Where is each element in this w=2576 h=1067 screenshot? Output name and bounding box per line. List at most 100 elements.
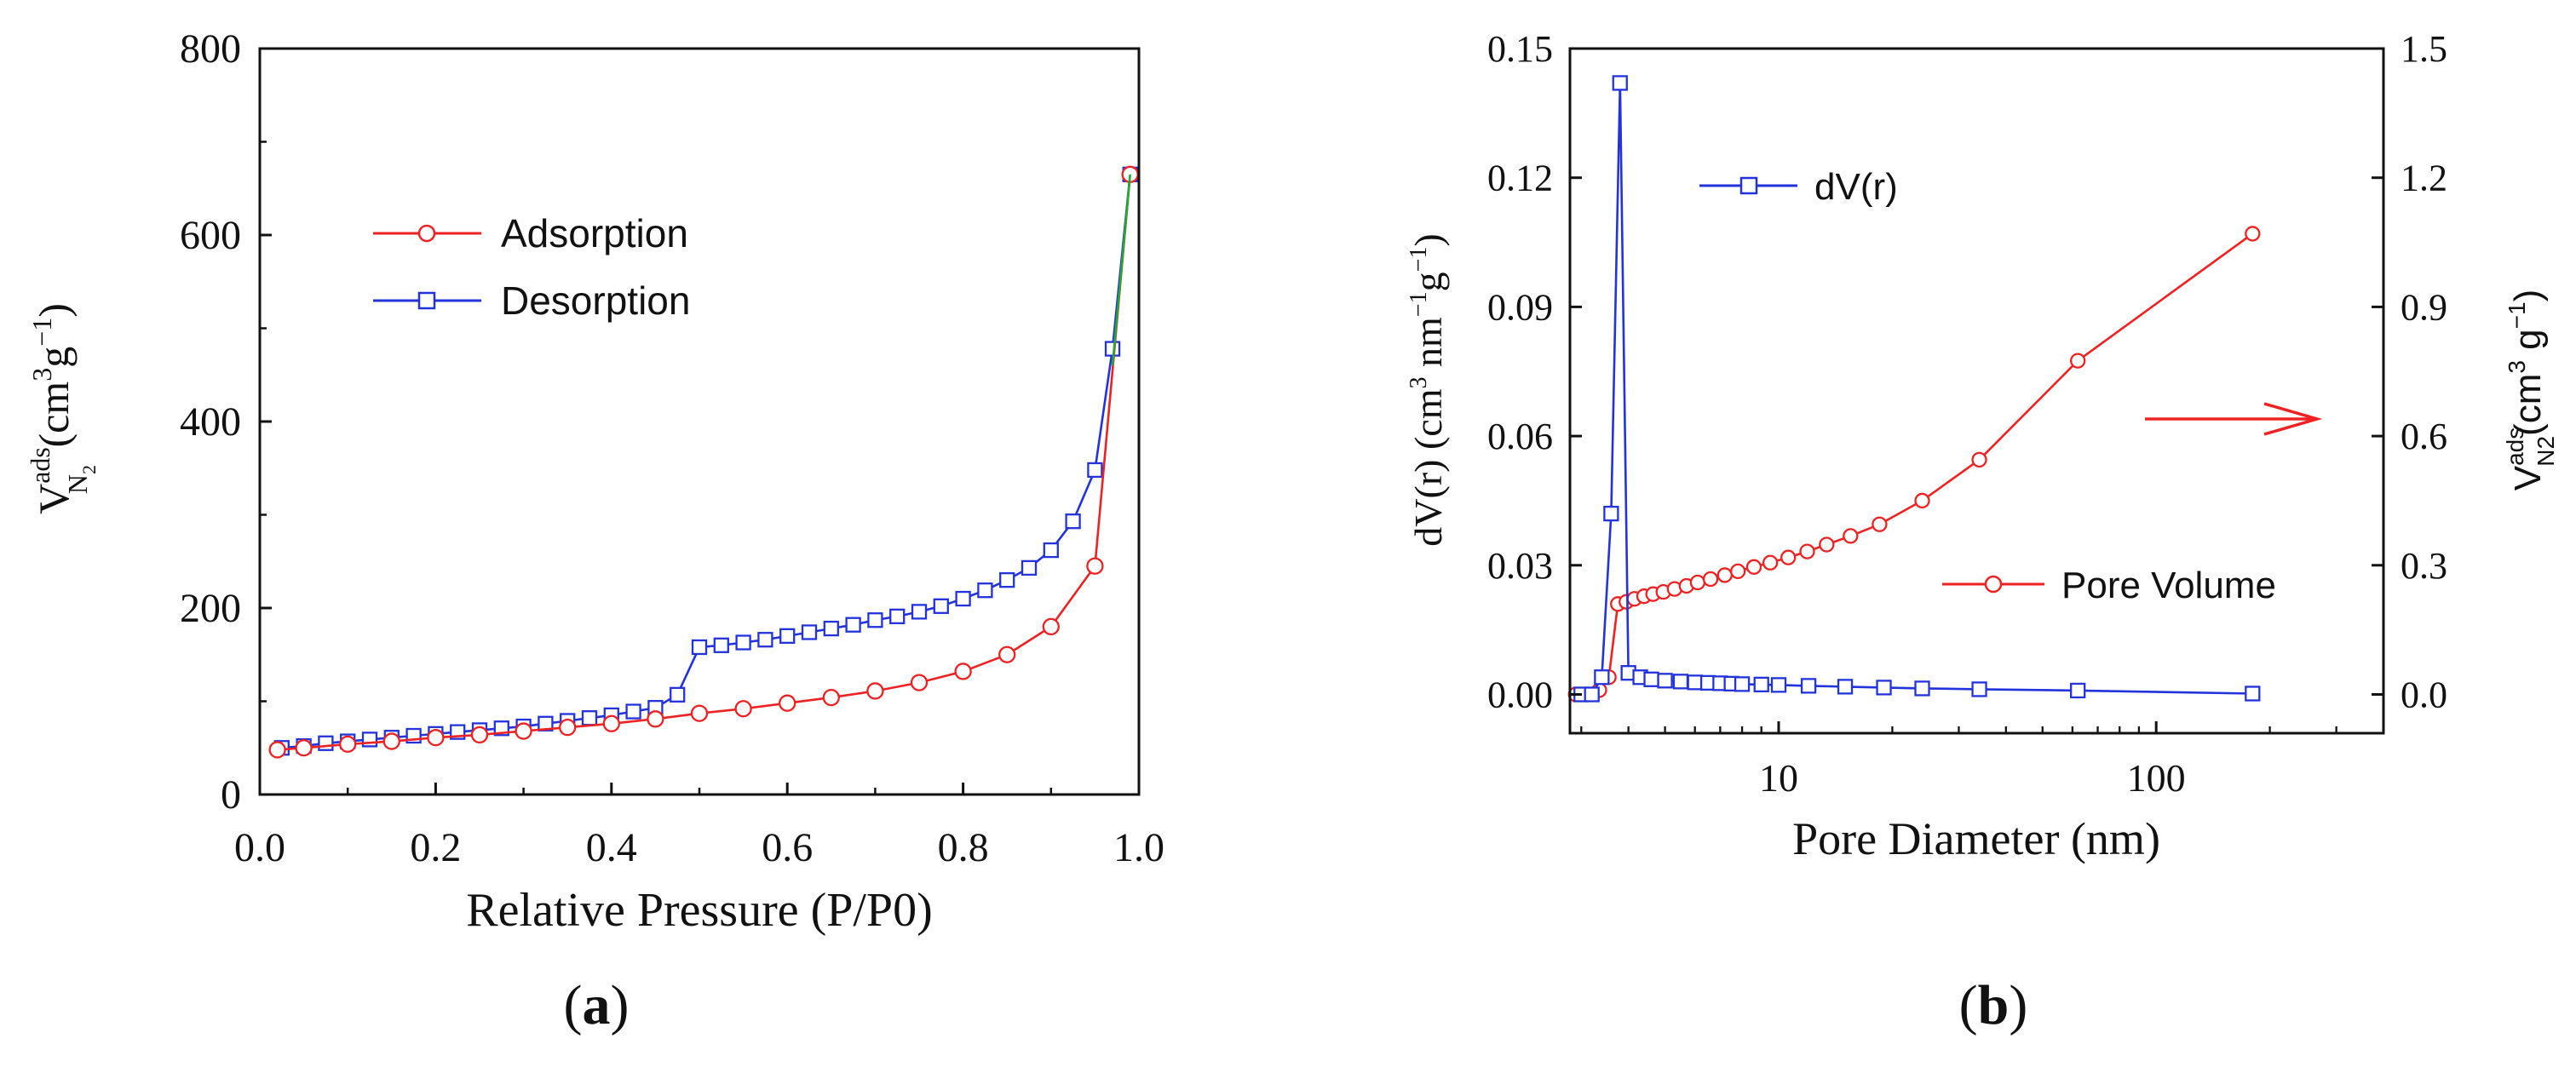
- panel-a-caption: (a): [564, 974, 630, 1036]
- extrapolation-line: [1111, 174, 1131, 366]
- dv-point-3: [1603, 505, 1619, 522]
- panel-b-legend-dv: dV(r): [1699, 166, 1898, 208]
- adsorption-point-3: [382, 732, 400, 750]
- panel-a-ticks: 0.0 0.2 0.4 0.6 0.8 1.0 0 200 400 600 800: [180, 26, 1164, 870]
- dv-point-22: [2070, 682, 2086, 699]
- pore-volume-point-18: [1745, 559, 1762, 575]
- panel-a-xlabel: Relative Pressure (P/P0): [466, 884, 932, 937]
- desorption-point-7: [977, 582, 993, 599]
- pore-volume-point-25: [1914, 492, 1930, 509]
- adsorption-line: [277, 174, 1131, 751]
- b-ytick-left-label-4: 0.12: [1487, 158, 1553, 199]
- legend-dv-label: dV(r): [1814, 166, 1898, 208]
- adsorption-point-9: [647, 710, 664, 728]
- panel-b-xlabel: Pore Diameter (nm): [1792, 813, 2160, 864]
- pore-volume-point-23: [1843, 528, 1859, 544]
- desorption-point-20: [691, 639, 708, 656]
- adsorption-point-1: [295, 739, 313, 757]
- desorption-point-14: [823, 620, 839, 637]
- pore-volume-point-21: [1799, 543, 1815, 559]
- pore-volume-point-14: [1689, 574, 1706, 591]
- dv-point-1: [1584, 686, 1600, 703]
- desorption-point-12: [867, 612, 883, 628]
- legend-desorption-marker: [417, 291, 436, 310]
- b-ytick-right-label-1: 0.3: [2401, 545, 2447, 587]
- desorption-point-21: [670, 686, 686, 703]
- adsorption-point-0: [268, 741, 286, 759]
- dv-point-17: [1800, 678, 1817, 694]
- legend-adsorption-marker: [417, 224, 436, 243]
- adsorption-point-13: [822, 688, 840, 707]
- desorption-point-19: [713, 637, 729, 653]
- dv-point-8: [1657, 673, 1673, 689]
- b-ytick-left-label-2: 0.06: [1487, 416, 1553, 457]
- panel-a-frame: [258, 47, 1141, 796]
- panel-a: 0.0 0.2 0.4 0.6 0.8 1.0 0 200 400 600 800 Adsorpti…: [25, 26, 1164, 1036]
- right-axis-arrow: [2145, 402, 2323, 436]
- a-xtick-label-0: 0.0: [234, 825, 285, 870]
- desorption-point-9: [933, 598, 949, 614]
- desorption-point-10: [911, 604, 928, 620]
- adsorption-point-10: [690, 704, 709, 722]
- panel-b-left-ylabel: dV(r) (cm3 nm−1g−1): [1406, 233, 1450, 546]
- adsorption-point-4: [427, 729, 445, 747]
- adsorption-point-6: [515, 722, 532, 740]
- adsorption-point-14: [866, 682, 884, 700]
- b-ytick-right-label-2: 0.6: [2401, 416, 2447, 457]
- a-xtick-label-3: 0.6: [762, 825, 813, 870]
- b-xtick-label-1: 100: [2127, 756, 2186, 800]
- desorption-point-23: [625, 703, 641, 720]
- desorption-point-6: [999, 572, 1015, 588]
- dv-point-21: [1971, 681, 1987, 697]
- legend-dv-marker: [1739, 176, 1758, 195]
- pore-volume-point-17: [1730, 563, 1746, 580]
- legend-desorption-label: Desorption: [501, 278, 690, 323]
- dv-point-20: [1914, 680, 1930, 697]
- adsorption-point-16: [954, 663, 972, 680]
- desorption-point-35: [361, 731, 378, 748]
- pore-volume-point-16: [1716, 567, 1733, 583]
- b-ytick-left-label-5: 0.15: [1487, 28, 1553, 70]
- dv-point-2: [1594, 669, 1610, 686]
- desorption-point-5: [1021, 559, 1038, 577]
- dv-point-7: [1643, 671, 1659, 687]
- adsorption-point-11: [734, 700, 752, 718]
- dv-point-16: [1770, 677, 1787, 693]
- pore-volume-point-22: [1819, 536, 1835, 553]
- desorption-point-18: [735, 634, 751, 651]
- b-ytick-right-label-3: 0.9: [2401, 286, 2447, 328]
- legend-pore-volume-label: Pore Volume: [2061, 565, 2276, 606]
- b-ytick-right-label-0: 0.0: [2401, 674, 2447, 715]
- panel-b-marks: [1567, 75, 2261, 703]
- a-ytick-label-3: 600: [180, 213, 241, 258]
- dv-point-15: [1753, 676, 1769, 693]
- pore-volume-point-19: [1762, 554, 1779, 571]
- pore-volume-point-28: [2245, 226, 2261, 242]
- pore-volume-line: [1575, 232, 2254, 696]
- adsorption-point-7: [559, 719, 577, 737]
- adsorption-point-8: [602, 714, 620, 732]
- b-ytick-left-label-3: 0.09: [1487, 286, 1553, 328]
- b-ytick-left-label-0: 0.00: [1487, 674, 1553, 715]
- a-xtick-label-5: 1.0: [1113, 825, 1164, 870]
- adsorption-point-18: [1042, 617, 1060, 636]
- a-xtick-label-4: 0.8: [938, 825, 989, 870]
- desorption-point-2: [1087, 462, 1103, 479]
- desorption-point-37: [318, 735, 334, 751]
- panel-b-ticks: 10 100 0.00 0.03 0.06 0.09 0.12 0.15 0.0 0.3 0.6 0.…: [1487, 28, 2447, 800]
- dv-point-23: [2245, 686, 2261, 702]
- a-ytick-label-0: 0: [221, 772, 241, 817]
- panel-a-marks: [268, 165, 1139, 759]
- dv-point-18: [1837, 679, 1854, 695]
- adsorption-point-17: [998, 645, 1016, 663]
- legend-adsorption-label: Adsorption: [501, 211, 688, 255]
- a-ytick-label-2: 400: [180, 399, 241, 445]
- adsorption-point-19: [1086, 557, 1104, 575]
- dv-point-9: [1672, 674, 1689, 690]
- dv-point-14: [1734, 676, 1751, 692]
- pore-volume-point-24: [1872, 516, 1888, 532]
- desorption-point-15: [801, 624, 818, 640]
- panel-a-ylabel: VadsN2 (cm3g−1): [25, 303, 100, 514]
- panel-b-frame: [1568, 47, 2385, 735]
